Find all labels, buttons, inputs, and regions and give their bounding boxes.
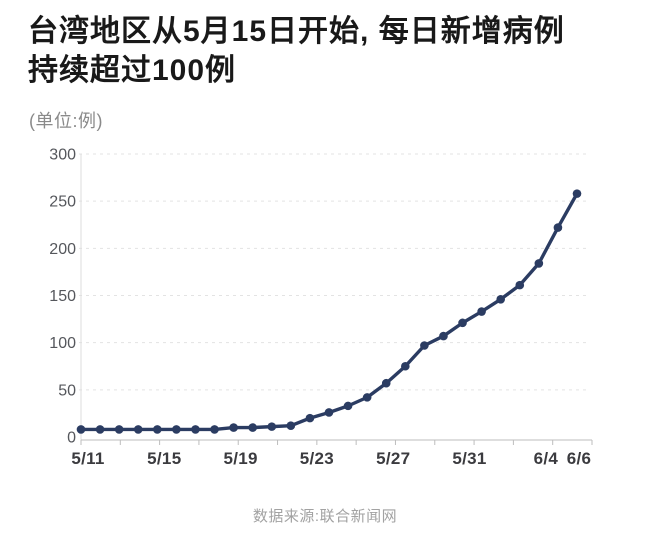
data-point <box>76 425 86 434</box>
data-point <box>133 425 143 434</box>
x-axis-labels: 5/11 5/15 5/19 5/23 5/27 5/31 6/4 6/6 <box>71 449 591 468</box>
case-trend-line <box>79 191 579 432</box>
y-axis-tick-label: 150 <box>49 288 76 305</box>
data-point <box>248 423 257 432</box>
y-axis-tick-label: 50 <box>58 382 76 399</box>
data-point <box>343 401 353 411</box>
data-point <box>153 425 162 434</box>
data-point <box>210 425 219 434</box>
data-point <box>324 408 334 417</box>
data-point <box>286 421 296 430</box>
x-axis-tick-label: 6/6 <box>567 449 592 468</box>
x-axis-tick-label: 5/15 <box>147 449 181 468</box>
chart-title-line2: 持续超过100例 <box>28 54 237 87</box>
data-point <box>420 341 429 350</box>
x-axis-tick-label: 5/19 <box>223 449 257 468</box>
y-axis-tick-label: 0 <box>67 430 76 447</box>
chart-title-line1: 台湾地区从5月15日开始, 每日新增病例 <box>28 15 565 48</box>
y-axis-labels: 0 50 100 150 200 250 300 <box>49 147 76 447</box>
data-point <box>267 422 277 431</box>
data-point <box>172 425 181 434</box>
x-axis-tick-label: 6/4 <box>534 449 559 468</box>
data-point <box>572 189 582 198</box>
data-point <box>305 413 315 423</box>
data-point <box>534 259 544 268</box>
data-point <box>458 318 467 328</box>
y-axis-tick-label: 200 <box>49 241 76 258</box>
data-source-credit: 数据来源:联合新闻网 <box>252 508 398 525</box>
data-point <box>553 223 563 232</box>
data-point <box>229 423 238 432</box>
y-axis-tick-label: 100 <box>49 335 76 352</box>
gridlines <box>79 153 588 391</box>
chart-title: 台湾地区从5月15日开始, 每日新增病例 持续超过100例 <box>28 12 628 90</box>
data-point <box>381 378 391 388</box>
data-point <box>362 393 372 402</box>
data-point <box>401 361 410 371</box>
data-point <box>95 425 105 434</box>
data-point <box>114 425 124 434</box>
data-point <box>496 294 505 304</box>
x-axis-tick-label: 5/31 <box>452 449 486 468</box>
x-axis-ticks <box>80 440 593 445</box>
data-point <box>477 307 486 316</box>
y-axis-tick-label: 300 <box>49 147 76 164</box>
data-point <box>515 280 525 290</box>
data-point <box>191 425 200 434</box>
unit-label: (单位:例) <box>29 111 103 131</box>
data-point <box>439 331 448 341</box>
data-points <box>76 189 582 434</box>
x-axis-tick-label: 5/27 <box>376 449 410 468</box>
x-axis-tick-label: 5/11 <box>71 449 104 468</box>
y-axis-tick-label: 250 <box>49 194 76 211</box>
x-axis-tick-label: 5/23 <box>300 449 334 468</box>
